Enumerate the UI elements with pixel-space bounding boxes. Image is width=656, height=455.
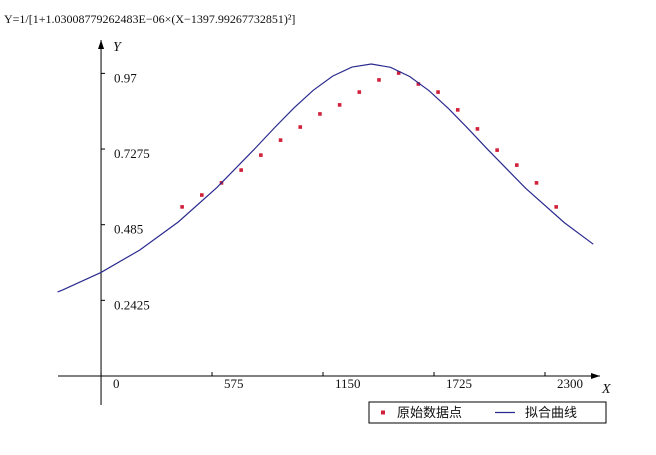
data-point (515, 163, 519, 167)
data-point (278, 138, 283, 142)
data-point (318, 112, 322, 116)
legend-label: 拟合曲线 (525, 406, 577, 421)
y-tick-label: 0.97 (114, 70, 137, 85)
y-axis-label: Y (113, 40, 123, 55)
legend-marker (381, 410, 385, 415)
fit-curve (57, 63, 594, 293)
data-point (436, 90, 440, 94)
x-tick-label: 2300 (557, 376, 583, 391)
legend-box (368, 401, 607, 424)
data-point (534, 181, 539, 185)
data-point (239, 168, 243, 172)
y-tick-label: 0.7275 (114, 146, 150, 161)
data-point (298, 125, 303, 129)
data-point (337, 103, 342, 107)
data-point (396, 71, 401, 75)
data-point (199, 193, 204, 197)
data-point (475, 127, 480, 131)
data-point (377, 78, 381, 82)
data-point (495, 148, 499, 152)
y-tick-label: 0.2425 (114, 297, 150, 312)
data-point (180, 205, 184, 209)
x-tick-label: 1725 (446, 376, 472, 391)
x-tick-label: 575 (224, 376, 244, 391)
legend-label: 原始数据点 (397, 406, 462, 421)
data-point (554, 205, 558, 209)
data-point (259, 153, 263, 157)
y-arrow (98, 40, 105, 49)
x-axis-label: X (601, 382, 611, 397)
chart-title: Y=1/[1+1.03008779262483E−06×(X−1397.9926… (4, 12, 295, 26)
data-point (455, 108, 460, 112)
x-tick-label: 0 (113, 376, 120, 391)
x-tick-label: 1150 (335, 376, 361, 391)
data-point (357, 90, 362, 94)
y-tick-label: 0.485 (114, 222, 143, 237)
data-point (416, 82, 421, 86)
x-arrow (591, 372, 600, 379)
